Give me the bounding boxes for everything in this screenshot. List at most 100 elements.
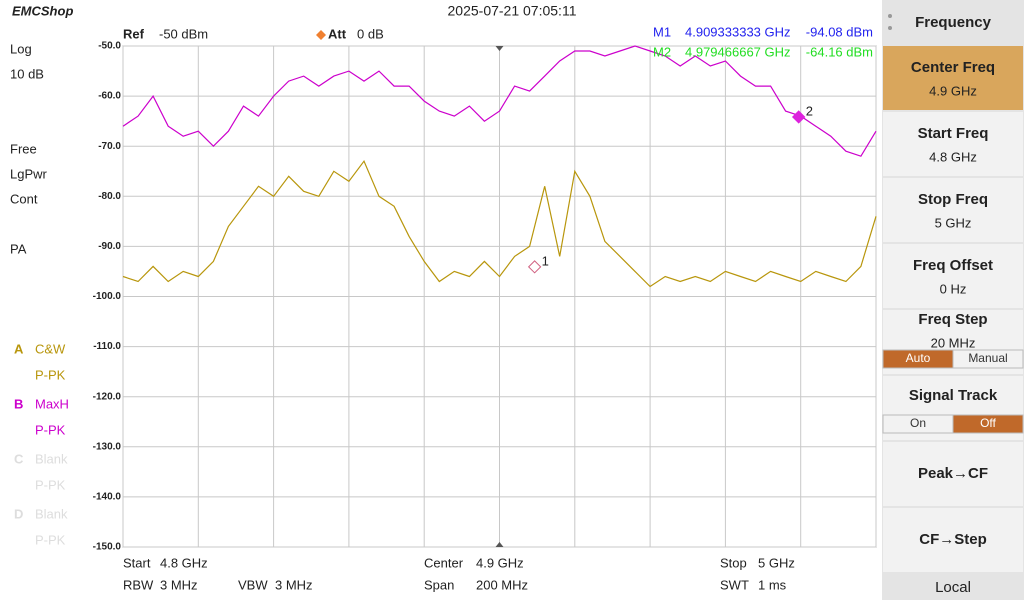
marker-point: [791, 110, 806, 124]
center-label: Center: [424, 555, 464, 570]
swt-value: 1 ms: [758, 577, 787, 592]
start-label: Start: [123, 555, 151, 570]
y-tick-label: -60.0: [98, 91, 121, 102]
swt-label: SWT: [720, 577, 749, 592]
sweep-mode: Free: [10, 141, 37, 156]
menu-button[interactable]: CF→Step: [883, 508, 1023, 572]
trace-mode: Blank: [35, 451, 68, 466]
menu-button-label: Stop Freq: [918, 191, 988, 208]
toggle-option-bg[interactable]: [952, 414, 1024, 434]
y-tick-label: -70.0: [98, 141, 121, 152]
span-value: 200 MHz: [476, 577, 528, 592]
menu-title: Frequency: [915, 14, 992, 31]
marker-name: M1: [653, 24, 671, 39]
att-icon: [316, 30, 326, 40]
ref-value: -50 dBm: [159, 26, 208, 41]
stop-label: Stop: [720, 555, 747, 570]
menu-dot: [888, 26, 892, 30]
marker-amp: -94.08 dBm: [806, 24, 873, 39]
datetime: 2025-07-21 07:05:11: [448, 3, 577, 19]
preamp: PA: [10, 241, 27, 256]
menu-button-label: Center Freq: [911, 59, 995, 76]
rbw-value: 3 MHz: [160, 577, 198, 592]
y-tick-label: -130.0: [93, 441, 122, 452]
marker-amp: -64.16 dBm: [806, 44, 873, 59]
trace-id: B: [14, 396, 23, 411]
toggle-option[interactable]: On: [910, 416, 926, 430]
scale-type: Log: [10, 41, 32, 56]
marker-name: M2: [653, 44, 671, 59]
toggle-option-bg[interactable]: [952, 349, 1024, 369]
toggle-option[interactable]: Auto: [906, 351, 931, 365]
scale-div: 10 dB: [10, 66, 44, 81]
trace-mode: Blank: [35, 506, 68, 521]
menu-button-bg: [883, 178, 1023, 242]
trace-detector: P-PK: [35, 477, 66, 492]
marker-freq: 4.979466667 GHz: [685, 44, 791, 59]
att-label: Att: [328, 26, 347, 41]
stop-value: 5 GHz: [758, 555, 795, 570]
menu-button-label: Signal Track: [909, 387, 998, 404]
span-label: Span: [424, 577, 454, 592]
att-value: 0 dB: [357, 26, 384, 41]
rbw-label: RBW: [123, 577, 154, 592]
y-tick-label: -80.0: [98, 191, 121, 202]
sweep: Cont: [10, 191, 38, 206]
menu-button-value: 0 Hz: [940, 281, 967, 296]
center-marker: [495, 542, 504, 547]
trace-mode: C&W: [35, 341, 66, 356]
trace-id: C: [14, 451, 24, 466]
menu-button[interactable]: Start Freq 4.8 GHz: [883, 112, 1023, 176]
menu-button[interactable]: Signal Track On Off: [882, 376, 1024, 440]
toggle-option[interactable]: Off: [980, 416, 996, 430]
y-tick-label: -110.0: [93, 341, 121, 352]
trace-detector: P-PK: [35, 532, 66, 547]
toggle-option[interactable]: Manual: [968, 351, 1007, 365]
trace-line: [122, 45, 877, 157]
menu-button-label: CF→Step: [919, 531, 987, 548]
trace-detector: P-PK: [35, 367, 66, 382]
menu-button-value: 4.8 GHz: [929, 149, 977, 164]
menu-button-bg: [883, 508, 1023, 572]
y-tick-label: -120.0: [93, 391, 122, 402]
menu-button[interactable]: Freq Offset 0 Hz: [883, 244, 1023, 308]
menu-button-label: Freq Step: [918, 311, 987, 328]
menu-button[interactable]: Stop Freq 5 GHz: [883, 178, 1023, 242]
center-value: 4.9 GHz: [476, 555, 524, 570]
marker-point: [527, 260, 542, 274]
trace-detector: P-PK: [35, 422, 66, 437]
start-value: 4.8 GHz: [160, 555, 208, 570]
trace-id: A: [14, 341, 24, 356]
y-tick-label: -50.0: [98, 41, 121, 52]
menu-button-value: 20 MHz: [931, 335, 976, 350]
menu-button-label: Start Freq: [918, 125, 989, 142]
marker-id: 2: [806, 103, 813, 118]
marker-freq: 4.909333333 GHz: [685, 24, 791, 39]
y-tick-label: -90.0: [98, 241, 121, 252]
y-tick-label: -150.0: [93, 542, 122, 553]
y-tick-label: -140.0: [93, 492, 122, 503]
menu-dot: [888, 14, 892, 18]
y-tick-label: -100.0: [93, 291, 122, 302]
menu-button[interactable]: Center Freq 4.9 GHz: [883, 46, 1023, 110]
plot: -50.0 -60.0 -70.0 -80.0 -90.0 -100.0 -110.0 -12…: [93, 24, 877, 553]
menu-button-value: 5 GHz: [935, 215, 972, 230]
menu-status: Local: [935, 579, 971, 596]
menu-button[interactable]: Peak→CF: [883, 442, 1023, 506]
menu-button-bg: [883, 442, 1023, 506]
menu-button-bg: [883, 244, 1023, 308]
vbw-value: 3 MHz: [275, 577, 313, 592]
menu-button-bg: [883, 46, 1023, 110]
menu-button-label: Peak→CF: [918, 465, 988, 482]
center-marker: [495, 46, 504, 51]
detector-mode: LgPwr: [10, 166, 48, 181]
trace-mode: MaxH: [35, 396, 69, 411]
logo: EMCShop: [12, 3, 73, 18]
trace-line: [122, 160, 877, 288]
vbw-label: VBW: [238, 577, 268, 592]
menu-button-label: Freq Offset: [913, 257, 993, 274]
marker-id: 1: [542, 253, 549, 268]
menu-button-bg: [883, 112, 1023, 176]
